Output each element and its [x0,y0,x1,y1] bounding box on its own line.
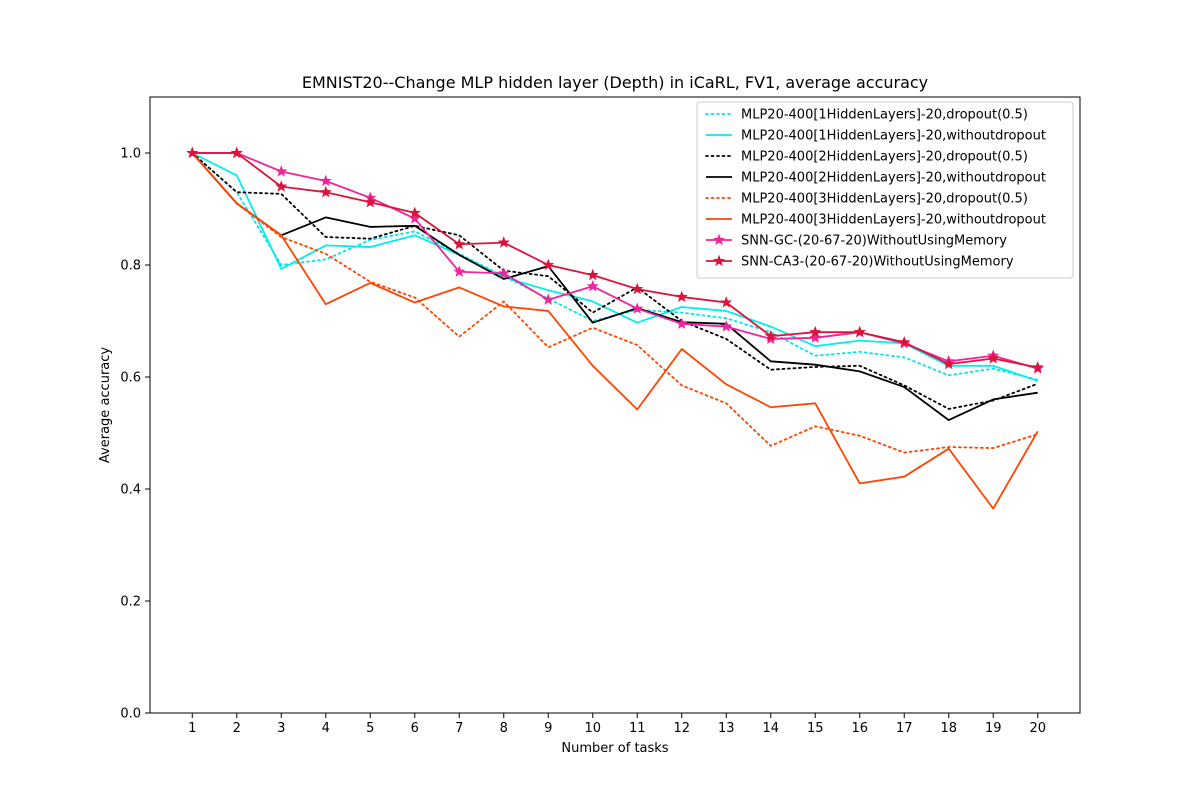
series-8-point [453,237,466,250]
x-axis-label: Number of tasks [561,741,668,756]
x-tick-label: 4 [322,721,330,736]
x-tick-label: 10 [584,721,601,736]
legend: MLP20-400[1HiddenLayers]-20,dropout(0.5)… [696,101,1074,279]
series-line-8 [192,152,1038,369]
series-8-point [319,185,332,198]
x-tick-label: 11 [629,721,646,736]
series-7-point [542,293,555,305]
x-axis: 1 2 3 4 5 6 7 8 9 10 11 12 13 14 15 16 17 18 19 20 [188,713,1046,736]
x-tick-label: 2 [233,721,241,736]
series-8-point [987,352,1000,364]
series-7-point [453,265,466,277]
y-tick-label: 0.6 [120,371,141,386]
series-8-point [586,268,599,281]
series-8-point [364,195,377,208]
series-8-point [230,146,243,159]
y-axis: 0.0 0.2 0.4 0.6 0.8 1.0 [120,147,150,722]
legend-label-7: SNN-GC-(20-67-20)WithoutUsingMemory [741,234,1007,249]
legend-label-4: MLP20-400[2HiddenLayers]-20,withoutdropo… [741,171,1046,186]
legend-marker-7 [712,233,726,246]
series-8-point [631,282,644,295]
series-8-point [809,325,822,338]
legend-marker-8 [712,254,726,267]
series-8-point [186,146,199,159]
y-tick-label: 0.2 [120,595,141,610]
x-tick-label: 5 [366,721,374,736]
series-8-point [542,258,555,271]
series-7-point [720,320,733,332]
x-tick-label: 19 [985,721,1002,736]
series-line-6 [191,152,1039,510]
x-tick-label: 9 [544,721,552,736]
y-tick-label: 0.4 [120,483,141,498]
legend-label-1: MLP20-400[1HiddenLayers]-20,dropout(0.5) [741,108,1028,123]
series-line-5 [191,152,1039,454]
series-7-point [497,267,510,279]
legend-label-6: MLP20-400[3HiddenLayers]-20,withoutdropo… [741,213,1046,228]
series-7-point [319,174,332,187]
series-line-4 [191,152,1038,422]
x-tick-label: 8 [500,721,508,736]
x-tick-label: 14 [762,721,779,736]
series-8-point [1031,361,1044,373]
x-tick-label: 7 [455,721,463,736]
y-tick-label: 0.0 [120,707,141,722]
series-8-point [764,329,777,342]
series-8-point [853,325,866,338]
legend-label-3: MLP20-400[2HiddenLayers]-20,dropout(0.5) [741,150,1028,165]
x-tick-label: 15 [807,721,824,736]
legend-label-2: MLP20-400[1HiddenLayers]-20,withoutdropo… [741,129,1046,144]
x-tick-label: 16 [851,721,868,736]
x-tick-label: 18 [940,721,957,736]
x-tick-label: 12 [673,721,690,736]
series-8-point [942,357,955,370]
x-tick-label: 17 [896,721,913,736]
x-tick-label: 1 [188,721,196,736]
series-7-point [586,279,599,292]
chart-title: EMNIST20--Change MLP hidden layer (Depth… [302,73,928,92]
series-8-point [408,206,421,219]
series-line-2 [191,152,1039,382]
x-tick-label: 20 [1029,721,1046,736]
y-axis-label: Average accuracy [98,347,113,463]
series-7-point [408,212,421,224]
legend-label-5: MLP20-400[3HiddenLayers]-20,dropout(0.5) [741,192,1028,207]
series-8-point [675,290,688,303]
y-tick-label: 0.8 [120,259,141,274]
series-line-7 [192,152,1038,370]
series-7-point [809,331,822,343]
series-8-point [497,236,510,248]
plot-area [186,146,1044,510]
series-7-point [631,302,644,314]
legend-label-8: SNN-CA3-(20-67-20)WithoutUsingMemory [741,255,1014,270]
series-8-point [720,296,733,308]
series-8-point [275,180,288,192]
plot-frame [149,96,1081,714]
y-tick-label: 1.0 [120,147,141,162]
series-7-point [675,317,688,329]
series-line-3 [191,152,1039,410]
series-7-point [275,165,288,177]
x-tick-label: 13 [718,721,735,736]
series-8-point [898,335,911,348]
legend-box [696,101,1074,279]
x-tick-label: 6 [411,721,419,736]
x-tick-label: 3 [277,721,285,736]
